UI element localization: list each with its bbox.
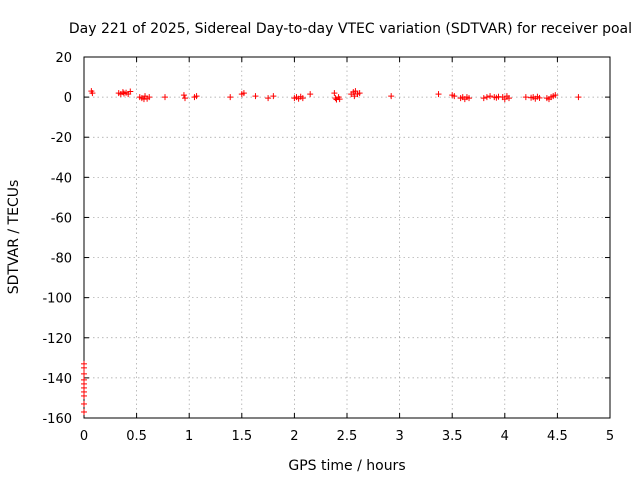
data-point — [146, 94, 153, 101]
data-point — [252, 93, 259, 100]
y-tick-label: 0 — [64, 91, 72, 106]
data-point — [299, 95, 306, 102]
data-point — [483, 94, 490, 101]
data-point — [162, 94, 169, 101]
grid-lines — [84, 57, 610, 418]
data-point — [265, 95, 272, 102]
data-point — [81, 370, 87, 377]
y-tick-label: -100 — [42, 292, 72, 307]
data-point — [435, 91, 442, 98]
x-tick-label: 3 — [395, 429, 403, 444]
x-tick-label: 2.5 — [337, 429, 358, 444]
data-point — [81, 364, 87, 371]
data-point — [501, 96, 508, 103]
data-point — [352, 88, 359, 95]
data-point — [536, 94, 543, 101]
data-point — [332, 95, 339, 102]
data-point — [119, 89, 126, 96]
data-point — [227, 94, 234, 101]
x-tick-label: 0 — [80, 429, 88, 444]
x-tick-label: 0.5 — [126, 429, 147, 444]
data-point — [388, 93, 395, 100]
y-tick-label: -40 — [51, 171, 72, 186]
data-point — [552, 92, 559, 99]
y-tick-label: -20 — [51, 131, 72, 146]
x-tick-label: 4 — [501, 429, 509, 444]
y-axis: 20 0 -20 -40 -60 -80 -100 -120 -140 -160 — [42, 51, 610, 427]
y-tick-label: -60 — [51, 211, 72, 226]
x-tick-label: 5 — [606, 429, 614, 444]
data-point — [193, 93, 200, 100]
data-point — [466, 95, 473, 102]
data-point — [331, 90, 338, 97]
data-point — [81, 400, 87, 407]
data-point — [480, 95, 487, 102]
x-axis-title: GPS time / hours — [288, 458, 405, 474]
data-point — [127, 88, 134, 95]
data-point — [336, 96, 343, 103]
data-point — [81, 392, 87, 399]
data-point — [180, 92, 187, 99]
data-points — [81, 88, 582, 415]
x-tick-label: 2 — [290, 429, 298, 444]
chart-title: Day 221 of 2025, Sidereal Day-to-day VTE… — [69, 21, 632, 37]
data-point — [451, 93, 458, 100]
y-tick-label: 20 — [55, 51, 72, 66]
x-tick-label: 1.5 — [231, 429, 252, 444]
y-tick-label: -80 — [51, 252, 72, 267]
data-point — [181, 95, 188, 102]
y-tick-label: -160 — [42, 412, 72, 427]
x-axis: 0 0.5 1 1.5 2 2.5 3 3.5 4 4.5 5 — [80, 57, 614, 444]
data-point — [575, 94, 582, 101]
data-point — [356, 90, 363, 97]
data-point — [351, 93, 358, 100]
data-point — [81, 408, 87, 415]
y-tick-label: -140 — [42, 372, 72, 387]
x-tick-label: 4.5 — [547, 429, 568, 444]
x-tick-label: 1 — [185, 429, 193, 444]
data-point — [270, 93, 277, 100]
x-tick-label: 3.5 — [442, 429, 463, 444]
y-axis-title: SDTVAR / TECUs — [6, 180, 22, 295]
data-point — [506, 95, 513, 102]
data-point — [240, 90, 247, 97]
data-point — [487, 93, 494, 100]
y-tick-label: -120 — [42, 332, 72, 347]
data-point — [89, 90, 96, 97]
data-point — [307, 91, 314, 98]
data-point — [522, 94, 529, 101]
